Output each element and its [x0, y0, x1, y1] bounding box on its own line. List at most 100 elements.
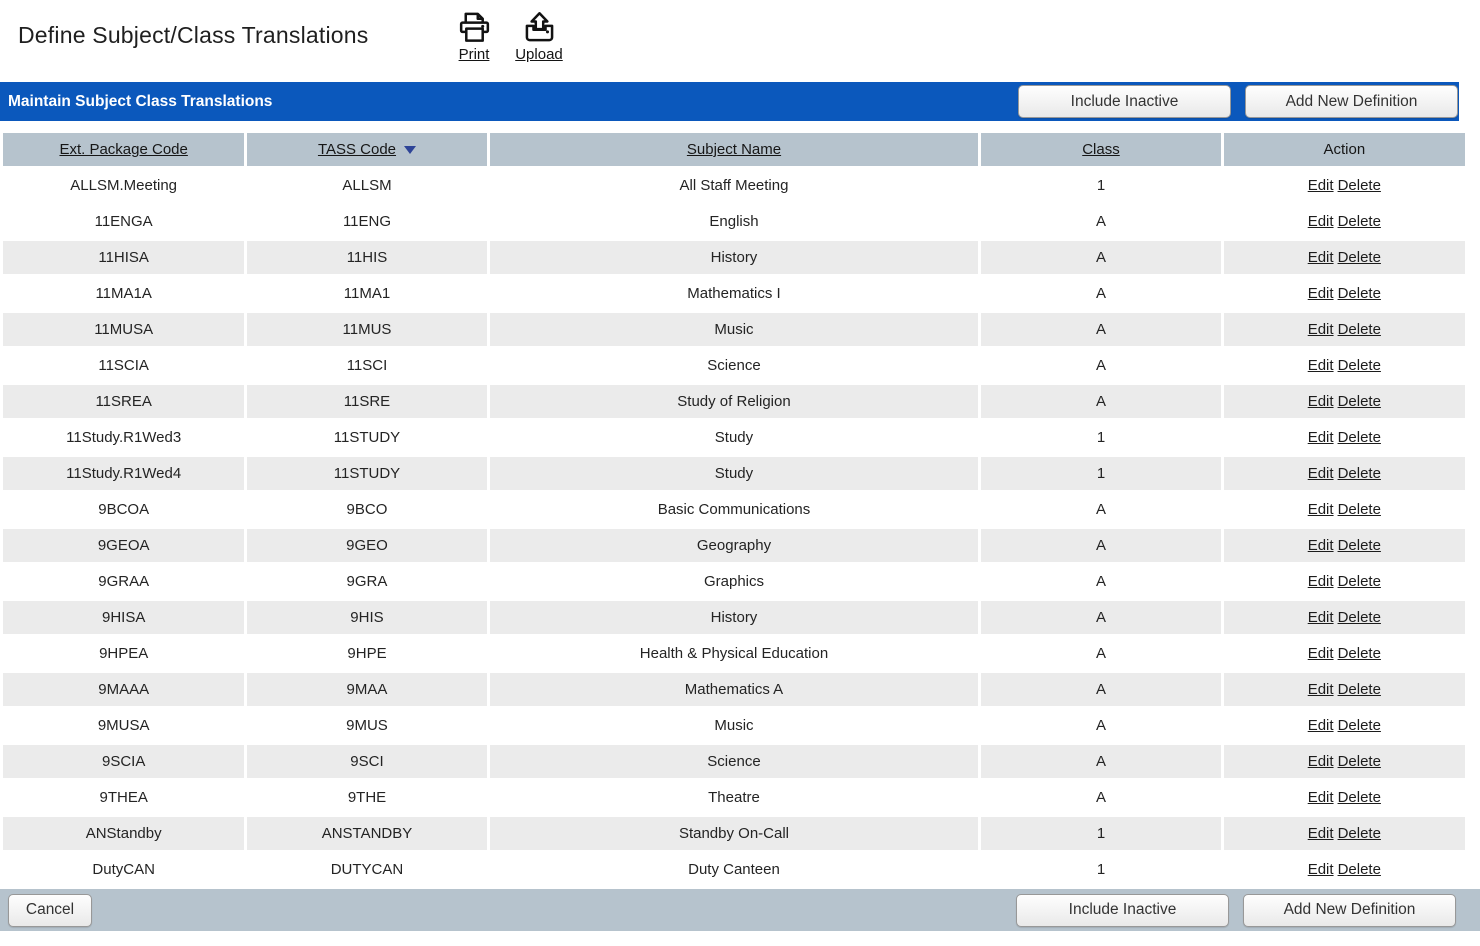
cell-tass-code: 11SCI — [346, 357, 388, 374]
cell-tass-code: 11ENG — [342, 213, 392, 230]
cell-subject-name: Health & Physical Education — [639, 645, 829, 662]
delete-link[interactable]: Delete — [1337, 609, 1381, 626]
cell-tass-code: 11STUDY — [247, 457, 487, 490]
delete-link[interactable]: Delete — [1337, 537, 1381, 554]
delete-link[interactable]: Delete — [1337, 213, 1381, 230]
add-new-definition-button-bottom[interactable]: Add New Definition — [1243, 893, 1456, 927]
upload-button[interactable]: Upload — [513, 9, 565, 63]
add-new-definition-button-top[interactable]: Add New Definition — [1245, 85, 1458, 118]
cell-action: Edit Delete — [1223, 313, 1465, 346]
column-header-subject-name[interactable]: Subject Name — [489, 133, 979, 166]
delete-link[interactable]: Delete — [1337, 573, 1381, 590]
panel-header-buttons: Include Inactive Add New Definition — [1018, 85, 1458, 118]
delete-link[interactable]: Delete — [1337, 645, 1381, 662]
edit-link[interactable]: Edit — [1307, 717, 1334, 734]
cell-subject-name: English — [709, 213, 759, 230]
edit-link[interactable]: Edit — [1307, 249, 1334, 266]
cell-ext-package-code: 11ENGA — [94, 213, 153, 230]
delete-link[interactable]: Delete — [1337, 393, 1381, 410]
table-row: ANStandby ANSTANDBY Standby On-Call 1 Edit De… — [3, 817, 1465, 850]
cancel-button[interactable]: Cancel — [8, 893, 92, 927]
cell-subject-name: Geography — [489, 529, 979, 562]
cell-class: A — [981, 313, 1221, 346]
edit-link[interactable]: Edit — [1307, 681, 1334, 698]
cell-ext-package-code: 11MA1A — [95, 285, 152, 302]
cell-subject-name: Study — [489, 457, 979, 490]
edit-link[interactable]: Edit — [1307, 393, 1334, 410]
table-row: 9THEA 9THE Theatre A Edit Delete — [3, 781, 1465, 814]
table-row: 9HPEA 9HPE Health & Physical Education A Edi… — [3, 637, 1465, 670]
edit-link[interactable]: Edit — [1307, 789, 1334, 806]
cell-ext-package-code: 11HISA — [3, 241, 245, 274]
cell-ext-package-code: 11SREA — [3, 385, 245, 418]
cell-subject-name: Music — [489, 313, 979, 346]
edit-link[interactable]: Edit — [1307, 321, 1334, 338]
cell-tass-code: 9HPE — [347, 645, 387, 662]
cell-class: A — [1095, 573, 1106, 590]
column-label[interactable]: TASS Code — [317, 141, 397, 158]
cell-subject-name: History — [489, 601, 979, 634]
cell-tass-code: 9GRA — [346, 573, 388, 590]
cell-subject-name: Science — [707, 357, 761, 374]
cell-class: 1 — [981, 817, 1221, 850]
delete-link[interactable]: Delete — [1337, 429, 1381, 446]
column-label[interactable]: Subject Name — [686, 141, 782, 158]
cell-subject-name: Duty Canteen — [688, 861, 780, 878]
column-label: Action — [1323, 141, 1366, 158]
edit-link[interactable]: Edit — [1307, 861, 1334, 878]
include-inactive-button-top[interactable]: Include Inactive — [1018, 85, 1231, 118]
edit-link[interactable]: Edit — [1307, 177, 1334, 194]
delete-link[interactable]: Delete — [1337, 177, 1381, 194]
edit-link[interactable]: Edit — [1307, 501, 1334, 518]
cell-subject-name: Theatre — [708, 789, 760, 806]
delete-link[interactable]: Delete — [1337, 249, 1381, 266]
edit-link[interactable]: Edit — [1307, 753, 1334, 770]
delete-link[interactable]: Delete — [1337, 789, 1381, 806]
edit-link[interactable]: Edit — [1307, 825, 1334, 842]
table-row: 9SCIA 9SCI Science A Edit Delete — [3, 745, 1465, 778]
cell-action: Edit Delete — [1223, 241, 1465, 274]
delete-link[interactable]: Delete — [1337, 825, 1381, 842]
cell-class: 1 — [1096, 429, 1106, 446]
cell-tass-code: 9MAA — [247, 673, 487, 706]
cell-ext-package-code: 9SCIA — [3, 745, 245, 778]
cell-subject-name: History — [489, 241, 979, 274]
print-button[interactable]: Print — [448, 9, 500, 63]
edit-link[interactable]: Edit — [1307, 465, 1334, 482]
sort-desc-icon — [404, 146, 417, 154]
cell-subject-name: Study of Religion — [489, 385, 979, 418]
table-row: 9HISA 9HIS History A Edit Delete — [3, 601, 1465, 634]
edit-link[interactable]: Edit — [1307, 573, 1334, 590]
include-inactive-button-bottom[interactable]: Include Inactive — [1016, 893, 1229, 927]
panel-header-bar: Maintain Subject Class Translations Incl… — [0, 82, 1459, 121]
delete-link[interactable]: Delete — [1337, 321, 1381, 338]
cell-ext-package-code: DutyCAN — [92, 861, 155, 878]
cell-action: Edit Delete — [1224, 169, 1465, 202]
column-label[interactable]: Class — [1082, 141, 1120, 158]
column-header-class[interactable]: Class — [981, 133, 1221, 166]
upload-icon — [522, 9, 557, 45]
edit-link[interactable]: Edit — [1307, 609, 1334, 626]
table-row: 11HISA 11HIS History A Edit Delete — [3, 241, 1465, 274]
page-title: Define Subject/Class Translations — [18, 22, 369, 48]
edit-link[interactable]: Edit — [1307, 213, 1334, 230]
edit-link[interactable]: Edit — [1307, 429, 1334, 446]
column-label[interactable]: Ext. Package Code — [59, 141, 188, 158]
delete-link[interactable]: Delete — [1337, 717, 1381, 734]
cell-action: Edit Delete — [1223, 817, 1465, 850]
page-header: Define Subject/Class Translations Print — [0, 0, 1480, 82]
delete-link[interactable]: Delete — [1337, 465, 1381, 482]
edit-link[interactable]: Edit — [1307, 285, 1334, 302]
edit-link[interactable]: Edit — [1307, 357, 1334, 374]
column-header-ext-package-code[interactable]: Ext. Package Code — [3, 133, 245, 166]
delete-link[interactable]: Delete — [1337, 861, 1381, 878]
delete-link[interactable]: Delete — [1337, 357, 1381, 374]
delete-link[interactable]: Delete — [1337, 501, 1381, 518]
delete-link[interactable]: Delete — [1337, 681, 1381, 698]
cell-action: Edit Delete — [1224, 709, 1465, 742]
delete-link[interactable]: Delete — [1337, 753, 1381, 770]
column-header-tass-code[interactable]: TASS Code — [247, 133, 487, 166]
edit-link[interactable]: Edit — [1307, 537, 1334, 554]
edit-link[interactable]: Edit — [1307, 645, 1334, 662]
delete-link[interactable]: Delete — [1337, 285, 1381, 302]
